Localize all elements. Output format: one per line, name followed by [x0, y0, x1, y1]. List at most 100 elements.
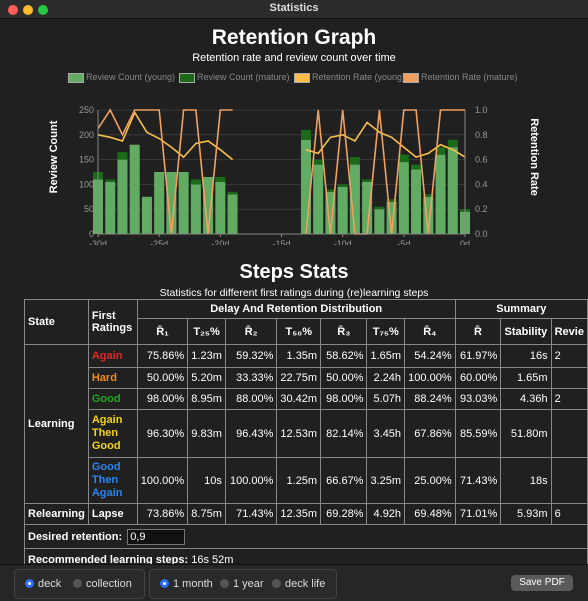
cell-t75: 4.92h [366, 503, 406, 525]
cell-r2: 33.33% [224, 367, 278, 389]
y-axis-label: Review Count [48, 120, 60, 193]
y-tick-label: 100 [79, 179, 94, 189]
save-pdf-button[interactable]: Save PDF [511, 575, 573, 591]
deck-life-radio-label[interactable]: deck life [285, 578, 326, 590]
steps-stats-subtitle: Statistics for different first ratings d… [159, 287, 429, 299]
cell-t25: 10s [187, 457, 226, 504]
stats-content: Retention Graph Retention rate and revie… [0, 19, 588, 564]
cell-t50: 22.75m [276, 367, 322, 389]
cell-r3: 69.28% [320, 503, 368, 525]
legend-swatch-mature-rate[interactable] [403, 73, 419, 83]
cell-t50: 12.53m [276, 409, 322, 458]
state-cell-relearning: Relearning [24, 503, 89, 525]
y-tick-label: 0 [89, 229, 94, 239]
cell-r4: 25.00% [404, 457, 456, 504]
y-tick-label: 250 [79, 105, 94, 115]
deck-life-radio[interactable] [272, 579, 281, 588]
collection-radio[interactable] [73, 579, 82, 588]
one-month-radio[interactable] [160, 579, 169, 588]
deck-radio-label[interactable]: deck [38, 578, 62, 590]
cell-r2: 88.00% [224, 388, 278, 410]
cell-stability: 5.93m [500, 503, 552, 525]
bar-young [386, 201, 397, 234]
col-header-rbar: R̄ [454, 318, 502, 345]
bar-young [178, 172, 189, 234]
bar-mature [117, 152, 128, 160]
bar-young [447, 147, 458, 234]
table-row: Relearning Lapse 73.86% 8.75m 71.43% 12.… [24, 503, 588, 525]
col-header-r3: R̄₃ [320, 318, 368, 345]
bar-mature [215, 176, 226, 182]
retention-graph-subtitle: Retention rate and review count over tim… [192, 52, 396, 64]
cell-t75: 5.07h [366, 388, 406, 410]
col-header-state: State [24, 299, 89, 345]
bar-mature [349, 157, 360, 165]
cell-r2: 100.00% [224, 457, 278, 504]
y-tick-label: 150 [79, 155, 94, 165]
cell-t25: 8.75m [187, 503, 226, 525]
legend-label-young-count: Review Count (young) [86, 72, 176, 82]
cell-r4: 54.24% [404, 344, 456, 368]
desired-retention-row: Desired retention: [24, 524, 588, 549]
cell-t75: 3.25m [366, 457, 406, 504]
one-month-radio-label[interactable]: 1 month [173, 578, 213, 590]
legend-swatch-young-count[interactable] [68, 73, 84, 83]
close-window-button[interactable] [8, 5, 18, 15]
steps-stats-table: State First Ratings Delay And Retention … [24, 299, 588, 564]
bar-young [203, 176, 214, 234]
cell-t50: 1.35m [276, 344, 322, 368]
y2-tick-label: 0.2 [475, 204, 488, 214]
cell-t75: 2.24h [366, 367, 406, 389]
cell-r2: 59.32% [224, 344, 278, 368]
rating-cell: Good Then Again [87, 457, 138, 504]
y2-axis-label: Retention Rate [528, 118, 540, 196]
cell-r4: 69.48% [404, 503, 456, 525]
cell-r3: 82.14% [320, 409, 368, 458]
table-row: Hard 50.00% 5.20m 33.33% 22.75m 50.00% 2… [25, 367, 588, 389]
bar-mature [362, 179, 373, 182]
col-header-distribution: Delay And Retention Distribution [136, 299, 456, 319]
bar-young [423, 196, 434, 234]
table-header-row-1: State First Ratings Delay And Retention … [24, 299, 588, 345]
recommended-steps-value: 16s 52m [191, 553, 234, 565]
cell-r4: 67.86% [404, 409, 456, 458]
cell-r1: 75.86% [136, 344, 189, 368]
zoom-window-button[interactable] [38, 5, 48, 15]
bar-young [129, 144, 140, 234]
bar-young [227, 194, 238, 234]
one-year-radio-label[interactable]: 1 year [233, 578, 264, 590]
cell-rbar: 60.00% [454, 367, 502, 389]
legend-label-young-rate: Retention Rate (young) [312, 72, 406, 82]
retention-chart: Review Count Retention Rate 0 50 100 150 200… [48, 105, 540, 245]
legend-swatch-mature-count[interactable] [179, 73, 195, 83]
cell-r3: 50.00% [320, 367, 368, 389]
collection-radio-label[interactable]: collection [86, 578, 132, 590]
cell-r1: 98.00% [136, 388, 189, 410]
bar-mature [411, 164, 422, 170]
bar-young [435, 154, 446, 234]
cell-t50: 1.25m [276, 457, 322, 504]
deck-radio[interactable] [25, 579, 34, 588]
table-row: Learning Again 75.86% 1.23m 59.32% 1.35m… [24, 344, 588, 504]
cell-t25: 8.95m [187, 388, 226, 410]
y-tick-label: 50 [84, 204, 94, 214]
bar-young [300, 139, 311, 234]
bar-young [337, 186, 348, 234]
cell-t75: 3.45h [366, 409, 406, 458]
retention-line-young [97, 110, 466, 161]
minimize-window-button[interactable] [23, 5, 33, 15]
scope-radio-group: deck collection [14, 569, 145, 599]
col-header-r4: R̄₄ [404, 318, 456, 345]
bar-young [313, 164, 324, 234]
legend-swatch-young-rate[interactable] [294, 73, 310, 83]
desired-retention-input[interactable] [127, 528, 186, 545]
cell-stability: 4.36h [500, 388, 552, 410]
bar-mature [190, 179, 201, 185]
bar-young [166, 172, 177, 234]
cell-r4: 88.24% [404, 388, 456, 410]
cell-review [550, 367, 588, 389]
x-tick-label: -5d [397, 239, 410, 245]
one-year-radio[interactable] [220, 579, 229, 588]
bar-mature [435, 147, 446, 155]
cell-rbar: 85.59% [454, 409, 502, 458]
